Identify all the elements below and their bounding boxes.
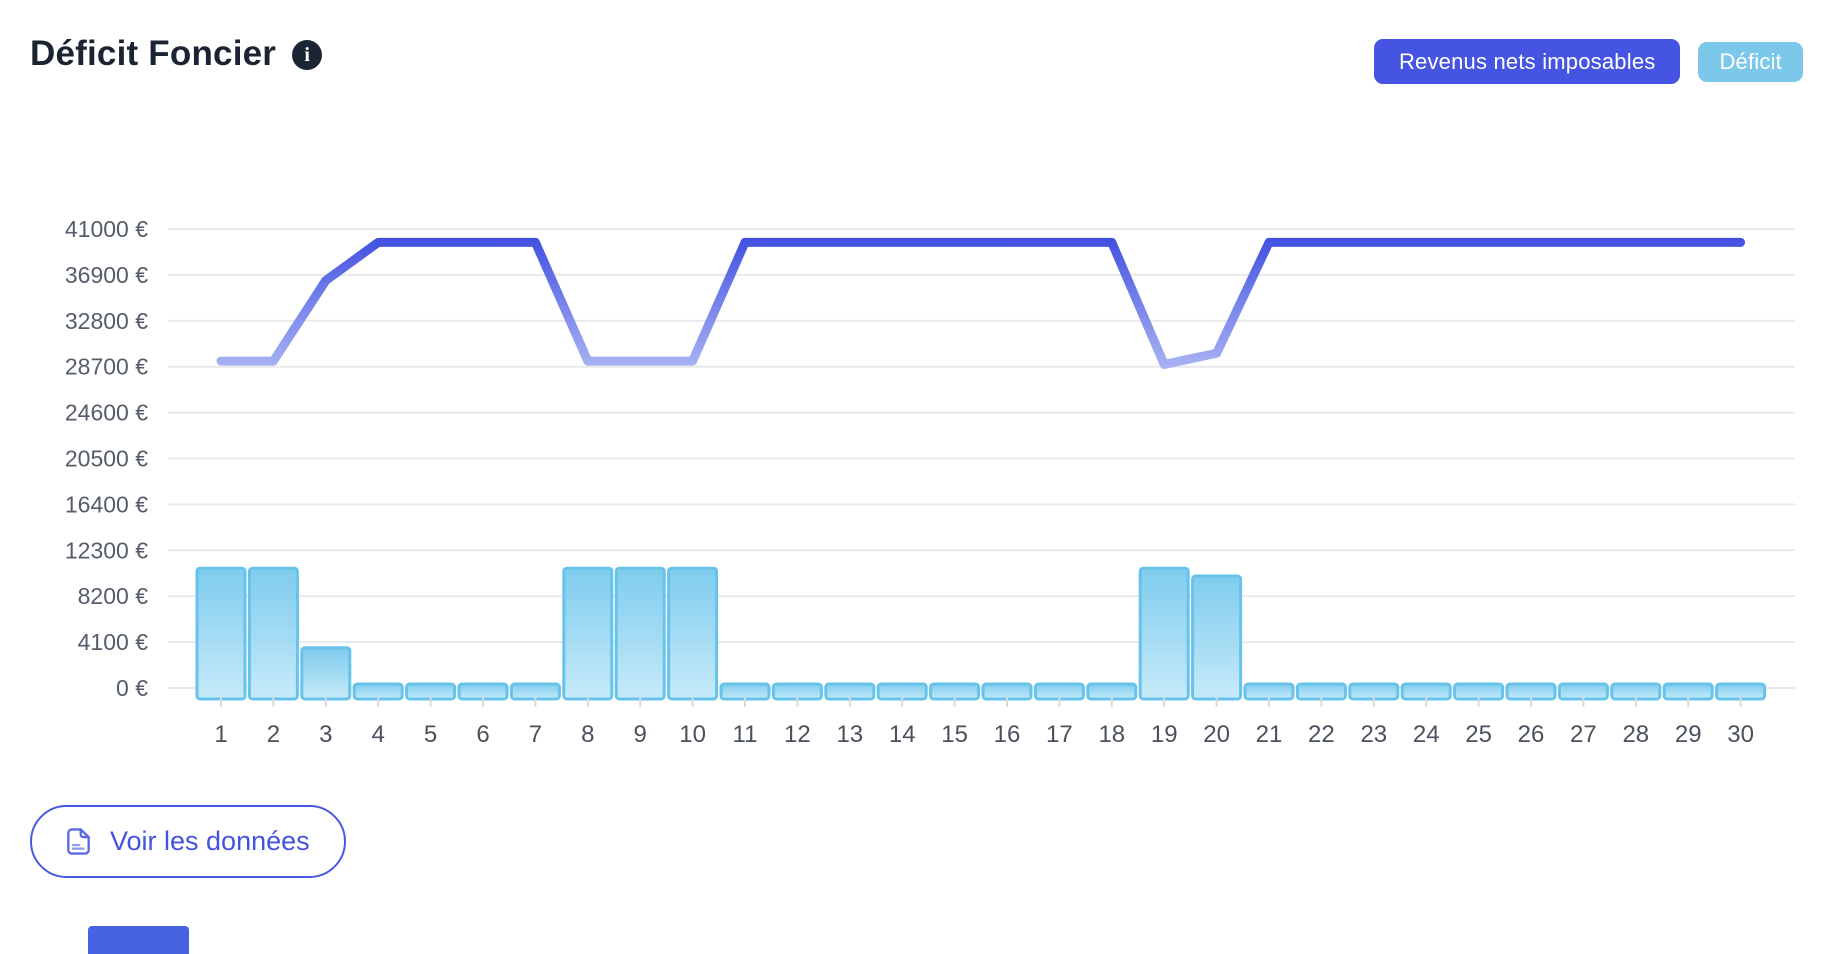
y-axis-label: 12300 € xyxy=(65,537,148,563)
document-icon xyxy=(67,828,90,855)
x-axis-label: 29 xyxy=(1675,721,1702,748)
x-axis-label: 8 xyxy=(581,721,594,748)
deficit-button[interactable]: Déficit xyxy=(1698,41,1803,82)
x-axis-label: 19 xyxy=(1151,721,1178,748)
x-axis-label: 5 xyxy=(424,721,437,748)
deficit-bar[interactable] xyxy=(1453,682,1505,701)
deficit-bar[interactable] xyxy=(614,566,666,701)
deficit-bar[interactable] xyxy=(1138,566,1190,701)
info-icon-glyph: i xyxy=(304,44,310,66)
legend: Revenus nets imposables Déficit xyxy=(1373,39,1803,84)
deficit-bar[interactable] xyxy=(1400,682,1452,701)
deficit-foncier-chart: 0 € 4100 € 8200 € 12300 € 16400 € 20500 € 2460… xyxy=(65,216,1795,748)
x-axis-label: 10 xyxy=(679,721,706,748)
page-title: Déficit Foncier xyxy=(30,34,277,73)
x-axis-label: 24 xyxy=(1413,721,1440,748)
x-axis-label: 28 xyxy=(1622,721,1649,748)
deficit-bar[interactable] xyxy=(247,566,299,701)
deficit-bar[interactable] xyxy=(509,682,561,701)
deficit-bar[interactable] xyxy=(1191,574,1243,701)
deficit-bar[interactable] xyxy=(876,682,928,701)
y-axis-label: 24600 € xyxy=(65,400,148,426)
y-axis-label: 28700 € xyxy=(65,354,148,380)
x-axis-label: 2 xyxy=(267,721,280,748)
x-axis-label: 20 xyxy=(1203,721,1230,748)
x-axis-label: 12 xyxy=(784,721,811,748)
deficit-bar[interactable] xyxy=(929,682,981,701)
deficit-bar[interactable] xyxy=(1086,682,1138,701)
x-axis-label: 22 xyxy=(1308,721,1335,748)
deficit-bar[interactable] xyxy=(1557,682,1609,701)
header: Déficit Foncier i xyxy=(30,34,323,74)
x-axis-label: 1 xyxy=(214,721,227,748)
x-axis-label: 21 xyxy=(1256,721,1283,748)
x-axis-label: 30 xyxy=(1727,721,1754,748)
x-axis-label: 13 xyxy=(836,721,863,748)
x-axis-label: 23 xyxy=(1360,721,1387,748)
deficit-bar[interactable] xyxy=(771,682,823,701)
deficit-bar[interactable] xyxy=(352,682,404,701)
deficit-bar[interactable] xyxy=(667,566,719,701)
deficit-bar[interactable] xyxy=(562,566,614,701)
deficit-bar[interactable] xyxy=(981,682,1033,701)
x-axis-label: 9 xyxy=(634,721,647,748)
deficit-bar[interactable] xyxy=(300,646,352,701)
y-axis-label: 4100 € xyxy=(78,629,149,655)
deficit-bar[interactable] xyxy=(1610,682,1662,701)
y-axis-label: 36900 € xyxy=(65,262,148,288)
deficit-bar[interactable] xyxy=(405,682,457,701)
y-axis-label: 8200 € xyxy=(78,583,149,609)
deficit-bar[interactable] xyxy=(1348,682,1400,701)
deficit-bar[interactable] xyxy=(824,682,876,701)
x-axis-label: 26 xyxy=(1518,721,1545,748)
deficit-bar[interactable] xyxy=(1033,682,1085,701)
x-axis-label: 6 xyxy=(476,721,489,748)
view-data-button[interactable]: Voir les données xyxy=(30,805,346,878)
x-axis-label: 16 xyxy=(994,721,1021,748)
x-axis-label: 14 xyxy=(889,721,916,748)
y-axis-label: 32800 € xyxy=(65,308,148,334)
revenus-line[interactable] xyxy=(216,237,1746,369)
deficit-bar[interactable] xyxy=(1715,682,1767,701)
partially-visible-widget[interactable] xyxy=(88,926,189,954)
x-axis-label: 3 xyxy=(319,721,332,748)
x-axis-label: 7 xyxy=(529,721,542,748)
y-axis-label: 0 € xyxy=(116,675,148,701)
deficit-bar[interactable] xyxy=(1243,682,1295,701)
x-axis-label: 4 xyxy=(372,721,385,748)
x-axis-label: 27 xyxy=(1570,721,1597,748)
deficit-bar[interactable] xyxy=(1662,682,1714,701)
deficit-bar[interactable] xyxy=(1505,682,1557,701)
y-axis-label: 20500 € xyxy=(65,446,148,472)
x-axis-label: 11 xyxy=(733,721,758,748)
x-axis-label: 18 xyxy=(1098,721,1125,748)
x-axis-label: 25 xyxy=(1465,721,1492,748)
deficit-bar[interactable] xyxy=(719,682,771,701)
x-axis-label: 17 xyxy=(1046,721,1073,748)
view-data-label: Voir les données xyxy=(110,826,310,856)
y-axis-label: 16400 € xyxy=(65,491,148,517)
y-axis-label: 41000 € xyxy=(65,216,148,242)
deficit-bar[interactable] xyxy=(457,682,509,701)
deficit-bar[interactable] xyxy=(1295,682,1347,701)
deficit-bar[interactable] xyxy=(195,566,247,701)
revenus-nets-imposables-button[interactable]: Revenus nets imposables xyxy=(1373,39,1681,84)
info-icon[interactable]: i xyxy=(292,40,323,70)
x-axis-label: 15 xyxy=(941,721,968,748)
